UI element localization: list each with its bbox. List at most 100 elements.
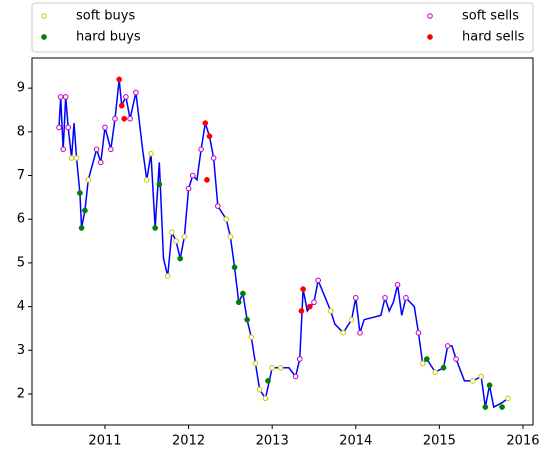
marker — [223, 216, 229, 223]
marker — [56, 124, 62, 131]
plot-frame — [31, 57, 534, 426]
marker — [470, 378, 476, 384]
marker — [73, 155, 80, 161]
marker — [77, 190, 83, 196]
y-tick-label: 5 — [17, 255, 25, 270]
marker — [382, 295, 388, 301]
legend-box — [31, 2, 534, 53]
marker — [394, 281, 401, 288]
x-tick-label: 2012 — [172, 434, 205, 449]
marker — [121, 115, 128, 122]
marker — [423, 356, 430, 362]
marker — [240, 290, 246, 297]
y-tick-label: 7 — [17, 168, 25, 183]
marker — [85, 177, 92, 183]
marker — [306, 303, 313, 310]
marker — [262, 395, 269, 402]
marker — [127, 115, 133, 122]
marker — [68, 155, 75, 161]
marker — [415, 330, 422, 336]
marker — [82, 207, 88, 214]
marker — [432, 369, 438, 375]
marker — [352, 295, 359, 301]
marker — [198, 146, 204, 153]
marker — [143, 177, 150, 183]
marker — [340, 330, 347, 336]
y-tick-label: 4 — [17, 299, 25, 314]
marker — [116, 76, 123, 83]
marker — [215, 203, 221, 209]
marker — [256, 386, 263, 393]
marker — [292, 373, 299, 380]
legend-label: hard buys — [76, 30, 141, 45]
marker — [482, 404, 489, 410]
marker — [177, 255, 184, 262]
marker — [419, 360, 426, 367]
marker — [148, 150, 154, 157]
marker — [93, 146, 100, 153]
marker — [185, 185, 192, 192]
marker — [60, 146, 66, 153]
y-tick-label: 2 — [17, 386, 25, 401]
marker — [478, 373, 484, 380]
marker — [202, 120, 209, 126]
legend-marker — [427, 13, 433, 19]
marker — [206, 133, 213, 140]
marker — [348, 316, 355, 323]
legend-marker — [41, 13, 47, 19]
marker — [486, 382, 493, 389]
marker — [300, 286, 306, 292]
marker — [123, 94, 129, 100]
marker — [227, 233, 234, 240]
x-tick-label: 2014 — [339, 434, 372, 449]
x-tick-label: 2016 — [506, 434, 539, 449]
marker — [269, 364, 275, 371]
marker — [444, 343, 451, 349]
y-tick-label: 9 — [17, 81, 25, 96]
marker — [505, 395, 511, 402]
marker — [453, 356, 459, 362]
marker — [277, 364, 284, 371]
legend-marker — [427, 34, 433, 40]
legend-label: soft buys — [76, 9, 135, 24]
marker — [152, 225, 158, 231]
marker — [173, 238, 179, 244]
marker — [156, 181, 163, 188]
x-tick-label: 2015 — [423, 434, 456, 449]
marker — [296, 356, 303, 362]
x-tick-label: 2011 — [88, 434, 121, 449]
marker — [164, 273, 171, 279]
marker — [499, 404, 505, 410]
marker — [118, 102, 125, 109]
marker — [327, 308, 334, 314]
marker — [252, 360, 259, 367]
marker — [403, 295, 409, 301]
marker — [78, 225, 85, 231]
marker — [181, 233, 188, 240]
legend-label: hard sells — [462, 30, 525, 45]
marker — [311, 299, 317, 306]
marker — [265, 378, 271, 384]
legend-label: soft sells — [462, 9, 519, 24]
marker — [204, 177, 210, 183]
marker — [62, 94, 69, 100]
price-line — [58, 79, 509, 409]
marker — [98, 159, 104, 166]
y-tick-label: 6 — [17, 212, 25, 227]
y-tick-label: 8 — [17, 124, 25, 139]
marker — [315, 277, 321, 284]
marker — [112, 115, 118, 122]
marker — [102, 124, 108, 131]
x-tick-label: 2013 — [256, 434, 289, 449]
legend-marker — [41, 34, 47, 40]
marker — [65, 124, 71, 131]
marker — [244, 316, 250, 323]
marker — [210, 155, 217, 161]
marker — [231, 264, 238, 271]
y-tick-label: 3 — [17, 343, 25, 358]
marker — [235, 299, 242, 306]
marker — [108, 146, 114, 153]
marker — [248, 334, 255, 340]
marker — [189, 172, 196, 179]
